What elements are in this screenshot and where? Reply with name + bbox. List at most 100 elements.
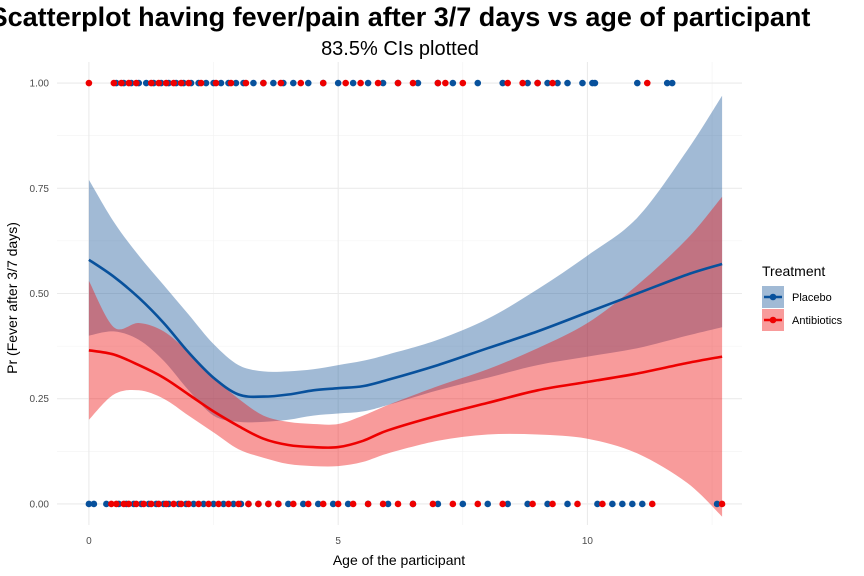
point-placebo bbox=[638, 500, 646, 508]
point-antibiotics bbox=[260, 79, 267, 87]
legend-title: Treatment bbox=[762, 263, 825, 279]
y-tick-label: 0.50 bbox=[30, 289, 50, 300]
point-antibiotics bbox=[170, 79, 177, 87]
point-antibiotics bbox=[648, 500, 656, 508]
point-antibiotics bbox=[459, 79, 467, 87]
chart-title: Scatterplot having fever/pain after 3/7 … bbox=[0, 2, 810, 32]
point-antibiotics bbox=[170, 500, 177, 508]
point-placebo bbox=[591, 79, 599, 87]
point-placebo bbox=[85, 500, 93, 508]
point-antibiotics bbox=[374, 79, 382, 87]
legend-item-antibiotics: Antibiotics bbox=[762, 309, 843, 331]
point-antibiotics bbox=[185, 500, 192, 508]
point-placebo bbox=[499, 79, 506, 87]
point-antibiotics bbox=[215, 500, 222, 508]
fit-lines bbox=[88, 258, 723, 449]
point-placebo bbox=[634, 79, 641, 87]
point-antibiotics bbox=[147, 500, 155, 508]
point-placebo bbox=[344, 500, 352, 508]
ci-band-placebo bbox=[88, 95, 723, 423]
point-placebo bbox=[384, 500, 392, 508]
legend-item-placebo: Placebo bbox=[762, 286, 832, 308]
point-antibiotics bbox=[334, 500, 342, 508]
fit-line-placebo bbox=[88, 258, 723, 399]
point-placebo bbox=[713, 500, 721, 508]
point-placebo bbox=[314, 500, 322, 508]
point-antibiotics bbox=[225, 500, 232, 508]
legend-label: Placebo bbox=[792, 292, 832, 304]
point-antibiotics bbox=[132, 79, 140, 87]
point-antibiotics bbox=[125, 79, 133, 87]
y-axis: 0.00 0.25 0.50 0.75 1.00 bbox=[30, 79, 50, 511]
point-antibiotics bbox=[177, 79, 185, 87]
point-antibiotics bbox=[304, 500, 312, 508]
legend: Treatment Placebo Antibiotics bbox=[762, 263, 843, 331]
point-antibiotics bbox=[549, 500, 556, 508]
y-tick-label: 0.25 bbox=[30, 394, 50, 405]
x-axis-label: Age of the participant bbox=[333, 552, 465, 568]
legend-key-point bbox=[769, 293, 777, 301]
bands bbox=[88, 95, 723, 517]
point-antibiotics bbox=[118, 79, 125, 87]
point-antibiotics bbox=[212, 79, 220, 87]
point-antibiotics bbox=[132, 500, 140, 508]
point-antibiotics bbox=[549, 79, 556, 87]
point-placebo bbox=[334, 79, 342, 87]
point-placebo bbox=[270, 79, 277, 87]
point-placebo bbox=[200, 500, 207, 508]
point-placebo bbox=[142, 79, 150, 87]
point-antibiotics bbox=[599, 500, 606, 508]
point-antibiotics bbox=[357, 79, 364, 87]
point-placebo bbox=[594, 500, 601, 508]
point-antibiotics bbox=[197, 79, 205, 87]
point-placebo bbox=[474, 79, 482, 87]
fit-line-antibiotics bbox=[88, 349, 723, 449]
point-placebo bbox=[90, 500, 98, 508]
point-antibiotics bbox=[342, 79, 349, 87]
point-placebo bbox=[579, 79, 586, 87]
point-antibiotics bbox=[113, 500, 120, 508]
point-antibiotics bbox=[108, 500, 115, 508]
point-antibiotics bbox=[519, 79, 526, 87]
point-placebo bbox=[564, 500, 571, 508]
point-placebo bbox=[414, 79, 422, 87]
point-placebo bbox=[619, 500, 626, 508]
point-antibiotics bbox=[529, 500, 536, 508]
point-placebo bbox=[202, 79, 210, 87]
y-tick-label: 1.00 bbox=[30, 79, 50, 90]
point-placebo bbox=[524, 79, 531, 87]
point-placebo bbox=[564, 79, 571, 87]
point-antibiotics bbox=[290, 500, 297, 508]
point-placebo bbox=[304, 79, 312, 87]
point-antibiotics bbox=[349, 500, 357, 508]
point-antibiotics bbox=[275, 500, 282, 508]
point-placebo bbox=[668, 79, 676, 87]
point-placebo bbox=[484, 500, 492, 508]
point-placebo bbox=[230, 500, 237, 508]
point-antibiotics bbox=[442, 79, 449, 87]
point-antibiotics bbox=[643, 79, 651, 87]
y-tick-label: 0.75 bbox=[30, 184, 50, 195]
point-antibiotics bbox=[195, 500, 202, 508]
point-antibiotics bbox=[434, 79, 442, 87]
point-antibiotics bbox=[409, 79, 417, 87]
point-antibiotics bbox=[474, 500, 482, 508]
legend-label: Antibiotics bbox=[792, 315, 843, 327]
point-antibiotics bbox=[85, 79, 93, 87]
point-placebo bbox=[609, 500, 616, 508]
points bbox=[85, 79, 726, 508]
point-antibiotics bbox=[245, 500, 252, 508]
point-antibiotics bbox=[242, 79, 250, 87]
point-antibiotics bbox=[185, 79, 192, 87]
point-antibiotics bbox=[125, 500, 133, 508]
point-placebo bbox=[544, 79, 551, 87]
point-antibiotics bbox=[177, 500, 185, 508]
point-antibiotics bbox=[718, 500, 726, 508]
point-antibiotics bbox=[449, 500, 457, 508]
point-placebo bbox=[554, 79, 561, 87]
point-antibiotics bbox=[429, 500, 437, 508]
point-antibiotics bbox=[235, 500, 242, 508]
point-placebo bbox=[504, 500, 511, 508]
point-antibiotics bbox=[534, 79, 541, 87]
